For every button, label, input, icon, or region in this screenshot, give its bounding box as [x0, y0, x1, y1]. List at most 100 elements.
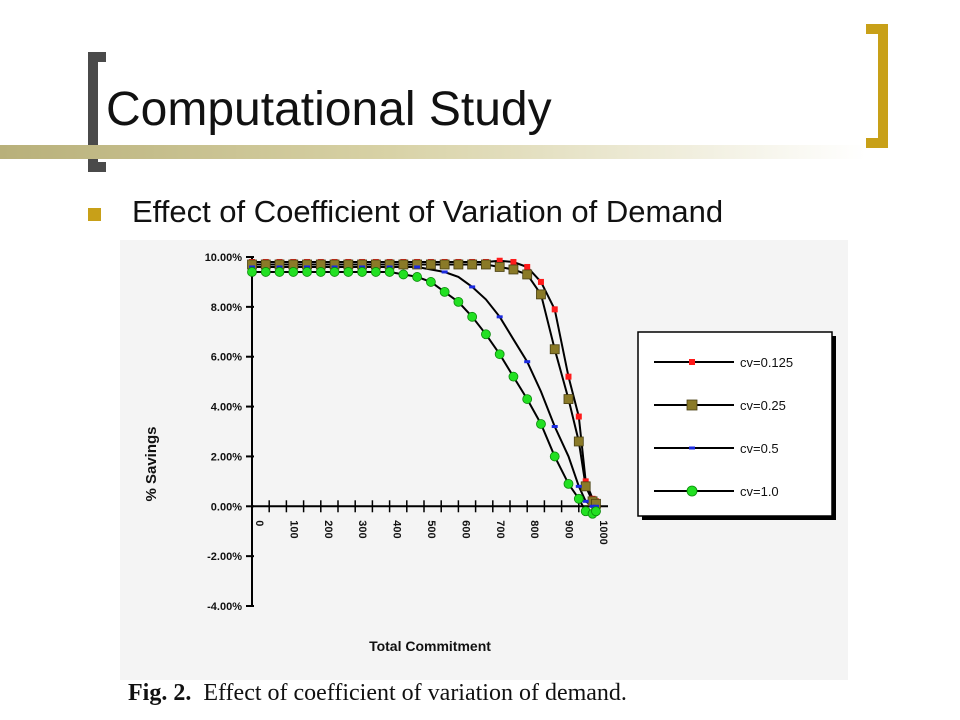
data-point — [331, 265, 338, 269]
data-point — [453, 296, 464, 307]
y-axis-label: % Savings — [143, 426, 160, 501]
data-point — [467, 259, 478, 270]
data-point — [343, 267, 354, 277]
data-point — [582, 499, 589, 503]
data-point — [524, 360, 531, 364]
y-tick-label: 8.00% — [211, 302, 242, 314]
data-point — [439, 287, 450, 297]
data-point — [563, 478, 574, 489]
x-tick-label: 900 — [563, 520, 575, 538]
data-point — [398, 269, 409, 280]
bullet-marker — [88, 208, 101, 221]
y-tick-label: 0.00% — [211, 501, 242, 513]
x-tick-label: 1000 — [597, 520, 609, 544]
data-point — [496, 315, 503, 319]
series-markers — [247, 257, 601, 519]
data-point — [496, 257, 503, 264]
data-point — [575, 413, 582, 420]
chart-figure: 10.00% 8.00% 6.00% 4.00% 2.00% 0.00% -2.00% -4.… — [120, 240, 848, 680]
data-point — [453, 259, 464, 270]
data-point — [524, 263, 531, 270]
data-point — [573, 436, 584, 447]
data-point — [481, 259, 491, 270]
y-tick-label: 6.00% — [211, 352, 242, 364]
data-point — [329, 267, 340, 277]
data-point — [582, 478, 589, 485]
caption-text: Effect of coefficient of variation of de… — [203, 680, 627, 706]
y-tick-label: 2.00% — [211, 451, 242, 463]
data-point — [414, 265, 421, 269]
data-point — [549, 451, 560, 462]
data-point — [386, 265, 393, 269]
data-point — [551, 425, 558, 429]
x-tick-label: 500 — [425, 520, 437, 538]
data-point — [508, 264, 519, 275]
series-line-cv=1.0 — [252, 271, 597, 515]
x-tick-label: 700 — [494, 520, 506, 538]
y-tick-label: -2.00% — [207, 551, 242, 563]
data-point — [276, 265, 283, 269]
savings-line-chart: 10.00% 8.00% 6.00% 4.00% 2.00% 0.00% -2.00% -4.… — [143, 252, 836, 654]
data-point — [494, 349, 505, 360]
data-point — [508, 371, 519, 382]
data-point — [425, 277, 436, 287]
data-point — [274, 267, 285, 277]
title-underline-bar — [0, 145, 866, 159]
y-axis-ticks: 10.00% 8.00% 6.00% 4.00% 2.00% 0.00% -2.00% -4.… — [205, 252, 254, 613]
data-point — [370, 267, 381, 277]
chart-axes — [251, 257, 608, 606]
data-point — [481, 329, 491, 340]
title-bracket-left — [88, 52, 106, 172]
series-lines — [252, 259, 597, 515]
chart-legend: cv=0.125 cv=0.25 cv=0.5 cv=1.0 — [637, 331, 836, 520]
legend-label: cv=1.0 — [740, 484, 779, 499]
x-tick-label: 800 — [528, 520, 540, 538]
legend-label: cv=0.5 — [740, 441, 779, 456]
figure-caption: Fig. 2. Effect of coefficient of variati… — [128, 680, 627, 707]
data-point — [580, 481, 591, 492]
legend-marker — [686, 399, 698, 411]
data-point — [536, 289, 546, 300]
series-line-cv=0.125 — [252, 259, 597, 503]
data-point — [249, 265, 255, 269]
data-point — [315, 267, 326, 277]
slide-title: Computational Study — [106, 83, 552, 136]
series-line-cv=0.25 — [252, 263, 597, 505]
data-point — [398, 259, 409, 270]
x-axis-label: Total Commitment — [369, 638, 491, 654]
data-point — [551, 306, 558, 313]
x-tick-label: 0 — [253, 520, 265, 526]
data-point — [384, 267, 395, 277]
data-point — [494, 262, 505, 272]
x-tick-label: 200 — [322, 520, 334, 538]
legend-box — [637, 331, 833, 517]
caption-prefix: Fig. 2. — [128, 680, 192, 706]
data-point — [439, 259, 450, 270]
data-point — [467, 311, 478, 322]
legend-marker — [689, 446, 695, 450]
data-point — [247, 267, 257, 277]
data-point — [260, 267, 271, 277]
data-point — [302, 267, 312, 277]
data-point — [536, 419, 546, 429]
legend-label: cv=0.125 — [740, 355, 793, 370]
data-point — [537, 278, 544, 285]
y-tick-label: 10.00% — [205, 252, 243, 264]
x-axis-ticks: 0 100 200 300 400 500 600 700 800 900 1000 — [251, 500, 609, 545]
data-point — [441, 270, 448, 274]
data-point — [357, 267, 367, 277]
data-point — [591, 506, 601, 517]
x-tick-label: 100 — [287, 520, 299, 538]
legend-marker — [686, 485, 698, 497]
data-point — [522, 394, 533, 404]
data-point — [565, 373, 572, 380]
data-point — [589, 504, 596, 508]
y-tick-label: 4.00% — [211, 402, 242, 414]
data-point — [425, 259, 436, 270]
series-line-cv=0.5 — [252, 266, 596, 508]
data-point — [412, 272, 423, 282]
x-tick-label: 400 — [391, 520, 403, 538]
x-tick-label: 300 — [356, 520, 368, 538]
data-point — [549, 344, 560, 355]
data-point — [575, 484, 582, 488]
